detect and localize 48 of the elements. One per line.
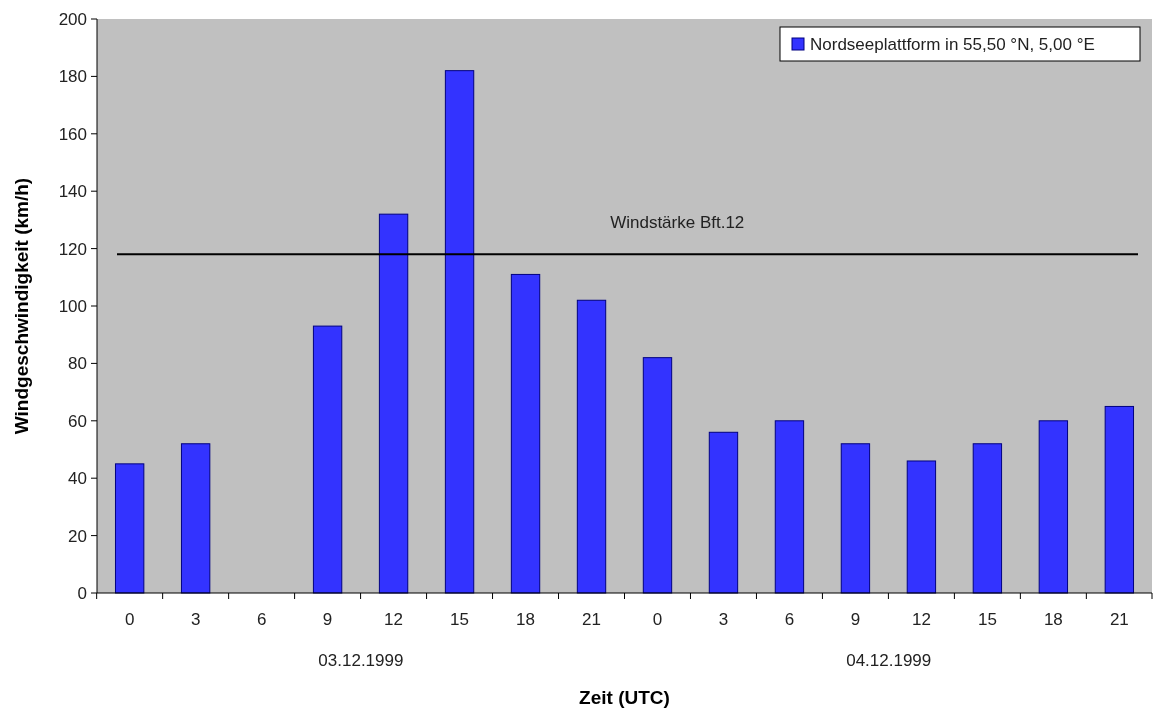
y-tick-label: 120 (58, 239, 87, 259)
bar (510, 273, 541, 594)
bar (576, 299, 607, 594)
y-tick-label: 200 (58, 9, 87, 29)
x-tick-label: 12 (384, 610, 404, 629)
x-tick-label: 21 (582, 610, 601, 629)
bar (972, 443, 1003, 594)
bar (114, 463, 145, 594)
bar (312, 325, 343, 594)
x-tick-label: 9 (850, 610, 861, 629)
ref-line-label: Windstärke Bft.12 (610, 213, 745, 233)
text: 04.12.1999 (846, 651, 932, 670)
y-axis-title: Windgeschwindigkeit (km/h) (11, 177, 32, 435)
y-tick-label: 0 (77, 583, 87, 603)
x-tick-label: 3 (718, 610, 729, 629)
text: 03.12.1999 (318, 651, 404, 670)
bar (708, 431, 739, 594)
bar (180, 443, 211, 594)
x-axis-title: Zeit (UTC) (579, 687, 670, 708)
bar (642, 357, 673, 594)
y-tick-label: 100 (58, 296, 87, 316)
x-tick-label: 6 (256, 610, 267, 629)
x-tick-label: 0 (652, 610, 663, 629)
y-tick-label: 140 (58, 182, 87, 202)
y-tick-label: 160 (58, 124, 87, 144)
y-tick-label: 40 (68, 469, 87, 489)
legend-label: Nordseeplattform in 55,50 °N, 5,00 °E (810, 34, 1095, 54)
bar (906, 460, 937, 594)
x-tick-label: 15 (450, 610, 470, 629)
y-tick-label: 80 (68, 354, 87, 374)
bar (840, 443, 871, 594)
y-tick-label: 180 (58, 67, 87, 87)
bar (1038, 420, 1069, 594)
x-tick-label: 15 (977, 610, 997, 629)
x-tick-label: 18 (1043, 610, 1063, 629)
x-tick-label: 0 (124, 610, 135, 629)
x-tick-label: 21 (1109, 610, 1129, 629)
x-tick-label: 18 (516, 610, 535, 629)
x-tick-label: 3 (190, 610, 201, 629)
x-tick-label: 6 (784, 610, 795, 629)
bar (1104, 405, 1135, 594)
bar (378, 213, 409, 594)
y-tick-label: 20 (68, 526, 87, 546)
x-tick-label: 12 (911, 610, 931, 629)
bar (444, 70, 475, 594)
x-tick-label: 9 (322, 610, 333, 629)
y-tick-label: 60 (68, 411, 87, 431)
bar (774, 420, 805, 594)
